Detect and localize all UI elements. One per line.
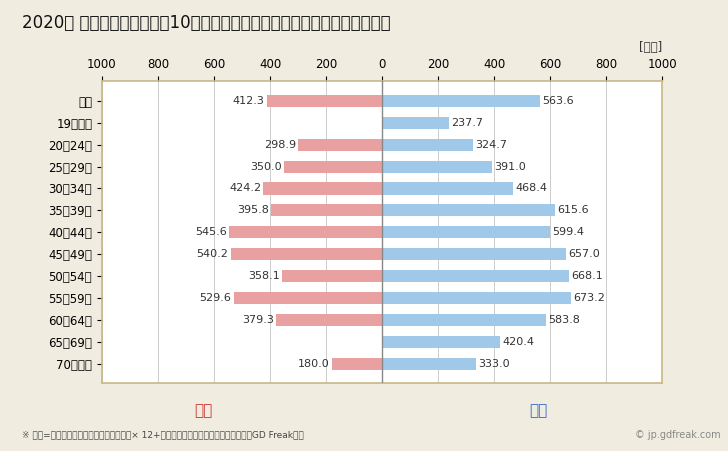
Bar xyxy=(276,314,382,326)
Text: 333.0: 333.0 xyxy=(478,359,510,368)
Bar xyxy=(298,139,382,151)
Text: 657.0: 657.0 xyxy=(569,249,601,259)
Text: 412.3: 412.3 xyxy=(232,96,264,106)
Bar xyxy=(382,248,566,260)
Text: 540.2: 540.2 xyxy=(197,249,229,259)
Bar xyxy=(282,270,382,282)
Bar xyxy=(332,358,382,370)
Text: 2020年 民間企業（従業者数10人以上）フルタイム労働者の男女別平均年収: 2020年 民間企業（従業者数10人以上）フルタイム労働者の男女別平均年収 xyxy=(22,14,390,32)
Text: 615.6: 615.6 xyxy=(557,205,589,216)
Bar xyxy=(382,117,449,129)
Text: 468.4: 468.4 xyxy=(515,184,547,193)
Text: 女性: 女性 xyxy=(194,403,213,418)
Text: 324.7: 324.7 xyxy=(475,140,507,150)
Text: 391.0: 391.0 xyxy=(494,161,526,171)
Text: 583.8: 583.8 xyxy=(548,315,580,325)
Text: 298.9: 298.9 xyxy=(264,140,296,150)
Bar xyxy=(382,270,569,282)
Text: 395.8: 395.8 xyxy=(237,205,269,216)
Text: ※ 年収=「きまって支給する現金給与額」× 12+「年間賞与その他特別給与額」としてGD Freak推計: ※ 年収=「きまって支給する現金給与額」× 12+「年間賞与その他特別給与額」と… xyxy=(22,431,304,440)
Text: 350.0: 350.0 xyxy=(250,161,282,171)
Text: 563.6: 563.6 xyxy=(542,96,574,106)
Bar xyxy=(382,358,475,370)
Bar xyxy=(272,204,382,216)
Bar xyxy=(231,248,382,260)
Bar xyxy=(382,95,540,107)
Bar xyxy=(264,183,382,194)
Text: 420.4: 420.4 xyxy=(502,337,534,347)
Text: 673.2: 673.2 xyxy=(573,293,605,303)
Text: 379.3: 379.3 xyxy=(242,315,274,325)
Text: 599.4: 599.4 xyxy=(553,227,585,237)
Bar xyxy=(266,95,382,107)
Bar xyxy=(382,314,546,326)
Text: 237.7: 237.7 xyxy=(451,118,483,128)
Bar xyxy=(284,161,382,173)
Bar xyxy=(382,139,473,151)
Bar xyxy=(382,204,555,216)
Text: © jp.gdfreak.com: © jp.gdfreak.com xyxy=(635,430,721,440)
Text: 358.1: 358.1 xyxy=(248,271,280,281)
Text: 668.1: 668.1 xyxy=(571,271,604,281)
Text: 529.6: 529.6 xyxy=(199,293,232,303)
Bar xyxy=(234,292,382,304)
Bar xyxy=(382,161,492,173)
Text: 男性: 男性 xyxy=(529,403,548,418)
Bar xyxy=(382,183,513,194)
Text: 424.2: 424.2 xyxy=(229,184,261,193)
Text: 180.0: 180.0 xyxy=(298,359,330,368)
Text: 545.6: 545.6 xyxy=(195,227,227,237)
Bar xyxy=(382,336,500,348)
Bar xyxy=(229,226,382,238)
Text: [万円]: [万円] xyxy=(639,41,662,54)
Bar xyxy=(382,226,550,238)
Bar xyxy=(382,292,571,304)
